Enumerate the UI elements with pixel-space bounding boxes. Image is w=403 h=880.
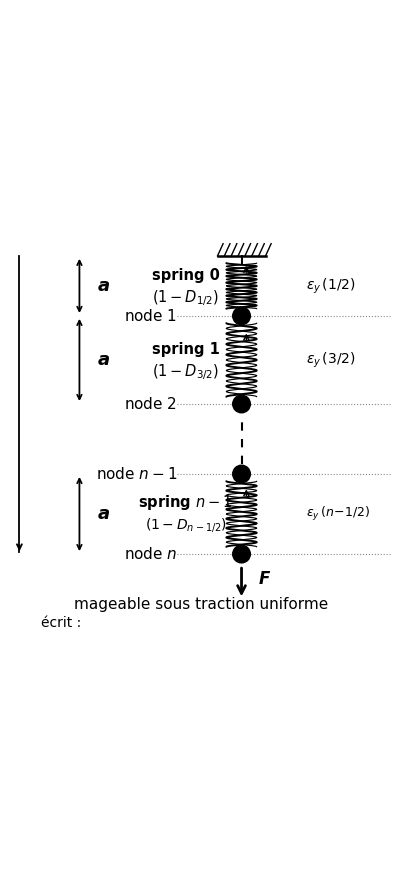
- Text: $\varepsilon_y\,(3/2)$: $\varepsilon_y\,(3/2)$: [305, 350, 355, 370]
- Text: mageable sous traction uniforme: mageable sous traction uniforme: [75, 598, 328, 612]
- Text: $\varepsilon_y\,(1/2)$: $\varepsilon_y\,(1/2)$: [305, 276, 355, 296]
- Text: écrit :: écrit :: [42, 616, 82, 630]
- Circle shape: [233, 395, 250, 413]
- Text: $(1-D_{3/2})$: $(1-D_{3/2})$: [152, 362, 219, 382]
- Text: $(1-D_{n-1/2})$: $(1-D_{n-1/2})$: [145, 517, 226, 534]
- Text: $\boldsymbol{a}$: $\boldsymbol{a}$: [97, 351, 110, 369]
- Text: spring 0: spring 0: [152, 268, 219, 283]
- Text: spring 1: spring 1: [152, 342, 219, 357]
- Text: $\boldsymbol{F}$: $\boldsymbol{F}$: [258, 570, 271, 588]
- Text: $\varepsilon_y\,(n\!-\!1/2)$: $\varepsilon_y\,(n\!-\!1/2)$: [305, 505, 370, 523]
- Text: node $1$: node $1$: [125, 308, 177, 324]
- Circle shape: [233, 546, 250, 563]
- Text: $\boldsymbol{a}$: $\boldsymbol{a}$: [97, 505, 110, 523]
- Text: spring $n-1$: spring $n-1$: [138, 493, 233, 511]
- Circle shape: [233, 307, 250, 325]
- Text: node $2$: node $2$: [125, 396, 177, 412]
- Text: $(1-D_{1/2})$: $(1-D_{1/2})$: [152, 288, 219, 308]
- Text: node $n$: node $n$: [124, 546, 177, 562]
- Text: node $n-1$: node $n-1$: [96, 466, 177, 482]
- Circle shape: [233, 466, 250, 483]
- Text: $\boldsymbol{a}$: $\boldsymbol{a}$: [97, 277, 110, 295]
